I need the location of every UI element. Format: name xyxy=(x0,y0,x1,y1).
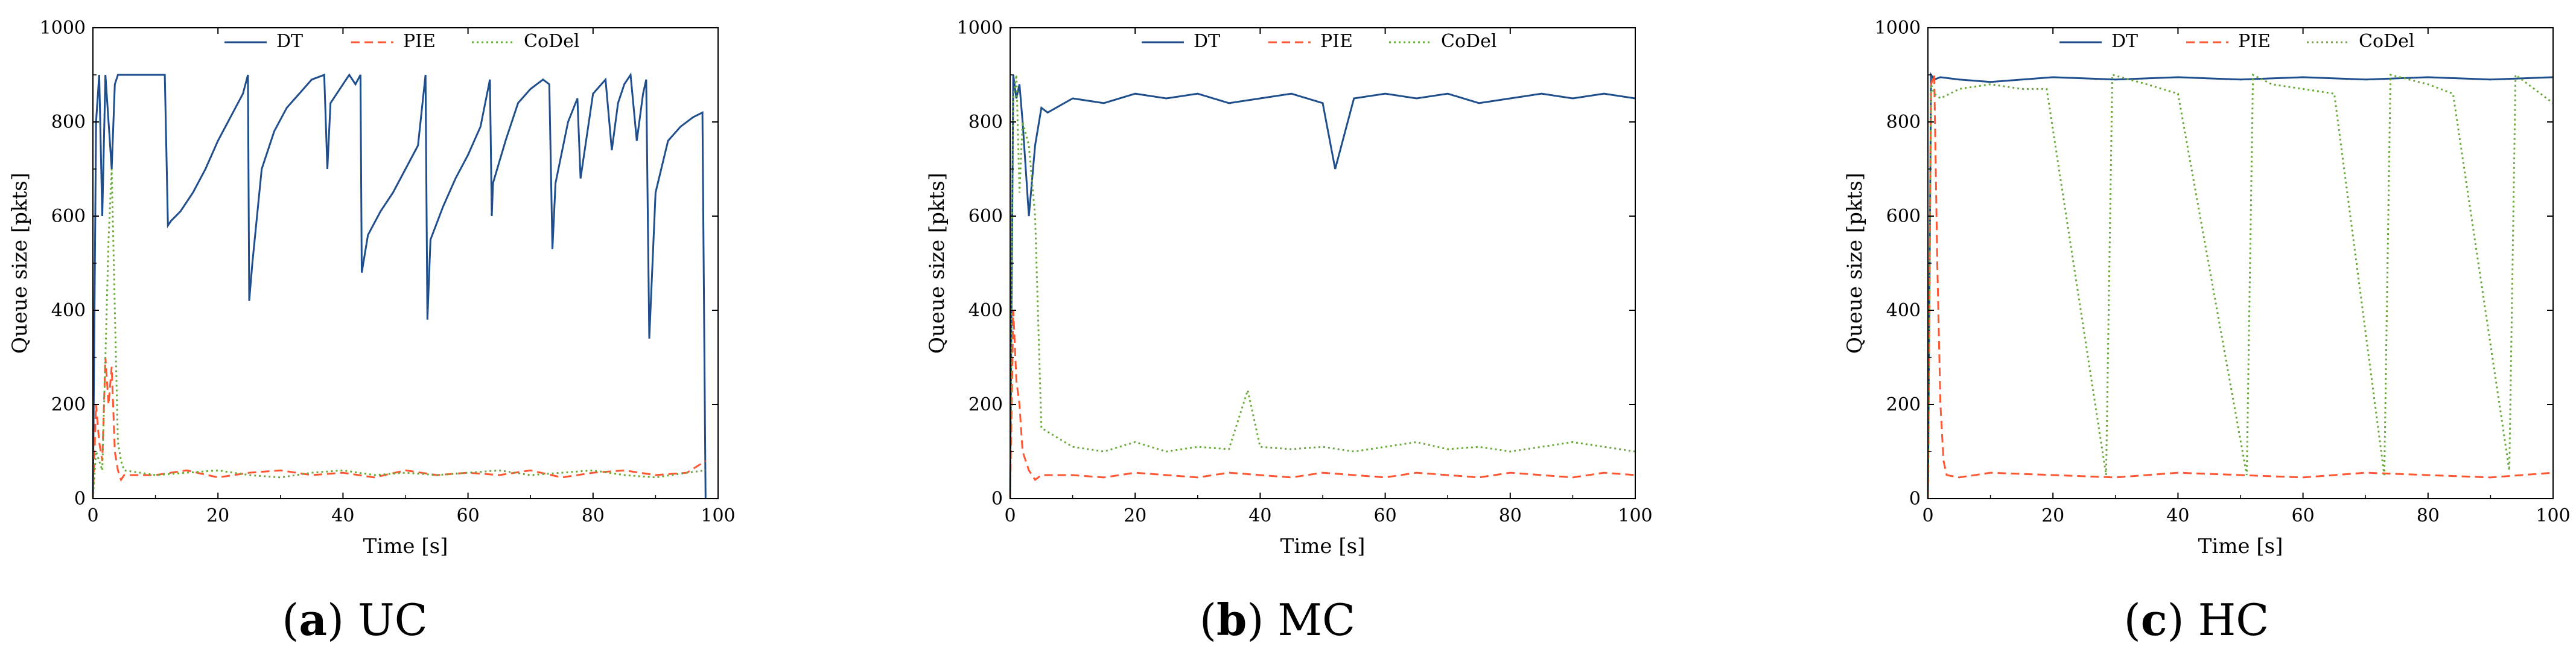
y-tick-label: 200 xyxy=(1886,394,1921,415)
caption-a: (a) UC xyxy=(282,594,428,645)
legend-label-pie: PIE xyxy=(1320,31,1353,52)
plot-frame xyxy=(92,27,719,499)
y-tick-label: 0 xyxy=(991,488,1003,509)
x-tick-label: 40 xyxy=(2166,505,2189,526)
plot-frame xyxy=(1010,27,1636,499)
y-axis-label: Queue size [pkts] xyxy=(925,173,949,354)
legend-label-codel: CoDel xyxy=(524,31,579,52)
x-tick-label: 100 xyxy=(1618,505,1652,526)
legend-label-dt: DT xyxy=(1194,31,1220,52)
x-tick-label: 20 xyxy=(1124,505,1146,526)
legend-label-codel: CoDel xyxy=(1441,31,1496,52)
series-line-pie xyxy=(1009,310,1636,499)
series-line-codel xyxy=(92,168,706,499)
y-axis-label: Queue size [pkts] xyxy=(8,173,32,354)
x-tick-label: 0 xyxy=(1922,505,1933,526)
series-line-codel xyxy=(1927,73,2554,499)
legend-label-dt: DT xyxy=(276,31,303,52)
y-tick-label: 200 xyxy=(968,394,1003,415)
y-tick-label: 1000 xyxy=(1875,18,1921,39)
series-line-dt xyxy=(92,72,707,499)
y-tick-label: 0 xyxy=(1909,488,1921,509)
y-tick-label: 0 xyxy=(74,488,86,509)
series-line-codel xyxy=(1009,74,1636,499)
x-axis-label: Time [s] xyxy=(2198,534,2283,558)
x-tick-label: 0 xyxy=(87,505,98,526)
x-tick-label: 60 xyxy=(1374,505,1397,526)
x-tick-label: 40 xyxy=(331,505,354,526)
plot-frame xyxy=(1927,27,2554,499)
x-axis-label: Time [s] xyxy=(1280,534,1366,558)
y-tick-label: 600 xyxy=(51,206,86,227)
x-tick-label: 20 xyxy=(206,505,229,526)
legend-label-pie: PIE xyxy=(2238,31,2271,52)
legend-label-dt: DT xyxy=(2111,31,2138,52)
x-tick-label: 40 xyxy=(1248,505,1271,526)
x-tick-label: 60 xyxy=(2292,505,2315,526)
y-axis-label: Queue size [pkts] xyxy=(1843,173,1867,354)
y-tick-label: 800 xyxy=(51,112,86,133)
caption-b: (b) MC xyxy=(1200,594,1355,645)
x-tick-label: 0 xyxy=(1004,505,1016,526)
caption-c: (c) HC xyxy=(2124,594,2269,645)
y-tick-label: 600 xyxy=(968,206,1003,227)
y-tick-label: 1000 xyxy=(40,18,86,39)
y-tick-label: 800 xyxy=(968,112,1003,133)
y-tick-label: 1000 xyxy=(957,18,1003,39)
legend-label-codel: CoDel xyxy=(2359,31,2414,52)
x-axis-label: Time [s] xyxy=(363,534,448,558)
y-tick-label: 400 xyxy=(1886,300,1921,321)
y-tick-label: 600 xyxy=(1886,206,1921,227)
x-tick-label: 80 xyxy=(582,505,605,526)
series-line-dt xyxy=(1009,74,1636,499)
x-tick-label: 80 xyxy=(2417,505,2440,526)
legend-label-pie: PIE xyxy=(403,31,436,52)
series-line-pie xyxy=(1927,74,2554,499)
series-line-pie xyxy=(92,357,707,499)
x-tick-label: 100 xyxy=(2536,505,2570,526)
x-tick-label: 100 xyxy=(701,505,735,526)
y-tick-label: 200 xyxy=(51,394,86,415)
x-tick-label: 60 xyxy=(457,505,480,526)
x-tick-label: 80 xyxy=(1499,505,1522,526)
x-tick-label: 20 xyxy=(2041,505,2064,526)
y-tick-label: 400 xyxy=(968,300,1003,321)
y-tick-label: 400 xyxy=(51,300,86,321)
series-line-dt xyxy=(1927,72,2554,499)
y-tick-label: 800 xyxy=(1886,112,1921,133)
